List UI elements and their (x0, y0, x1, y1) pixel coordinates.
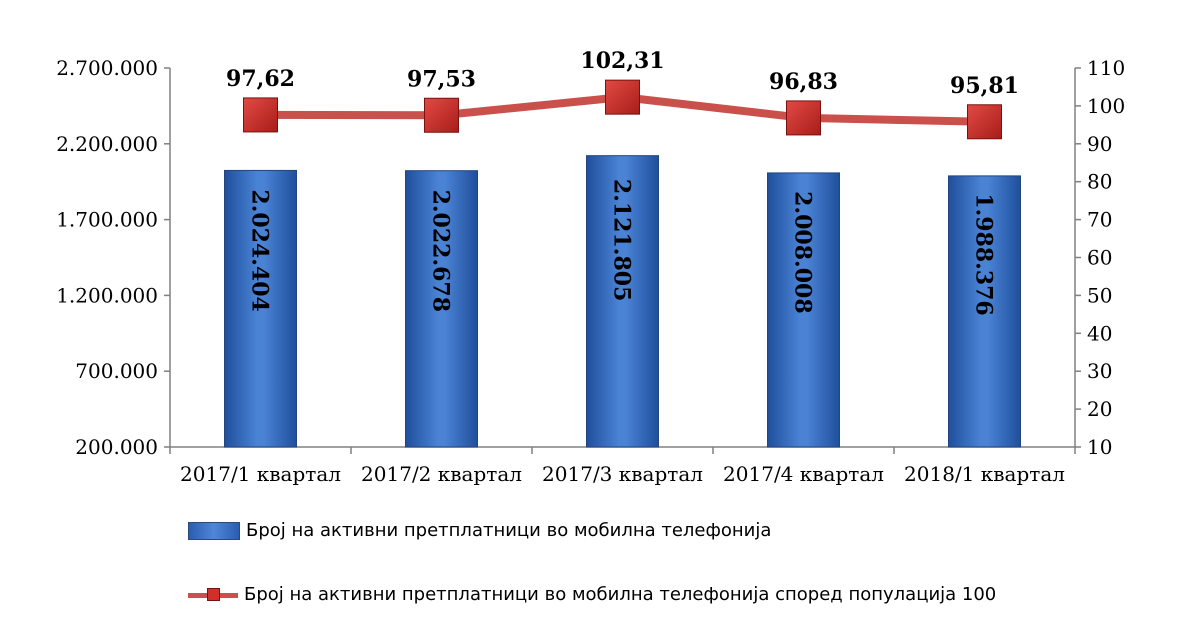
line-data-label: 97,62 (226, 66, 295, 92)
y-right-tick-label: 70 (1087, 208, 1112, 232)
line-data-label: 97,53 (407, 66, 476, 92)
axes: 200.000 700.000 1.200.000 1.700.000 2.200.00… (56, 56, 1125, 486)
bar (586, 155, 659, 448)
line-marker (424, 97, 459, 133)
line-marker (786, 100, 821, 136)
bar (948, 175, 1021, 448)
x-tick-label: 2017/1 квартал (180, 462, 341, 486)
line-data-label: 102,31 (580, 48, 664, 74)
y-right-tick-label: 80 (1087, 170, 1112, 194)
legend-bar-swatch (188, 521, 240, 540)
bar (224, 169, 297, 448)
y-right-tick-label: 20 (1087, 397, 1112, 421)
y-right-tick-label: 90 (1087, 132, 1112, 156)
chart: 200.000 700.000 1.200.000 1.700.000 2.200.00… (56, 48, 1125, 486)
line-series (243, 79, 1002, 140)
bar (767, 172, 840, 448)
legend-line-label: Број на активни претплатници во мобилна … (244, 584, 997, 605)
legend-line-swatch (188, 587, 238, 603)
y-left-tick-label: 2.200.000 (56, 132, 158, 156)
y-left-tick-label: 1.200.000 (56, 283, 158, 307)
y-right-tick-label: 110 (1087, 56, 1125, 80)
y-right-tick-label: 50 (1087, 283, 1112, 307)
line-marker (605, 79, 640, 115)
bar-data-label: 2.022.678 (428, 190, 454, 312)
legend-bar-label: Број на активни претплатници во мобилна … (246, 520, 772, 541)
y-left-tick-label: 700.000 (75, 359, 158, 383)
bar (405, 170, 478, 448)
line-marker (243, 97, 278, 133)
legend-item-line: Број на активни претплатници во мобилна … (188, 584, 996, 605)
bar-data-label: 2.024.404 (247, 189, 273, 311)
bar-data-label: 2.008.008 (790, 191, 816, 313)
x-tick-label: 2017/3 квартал (542, 462, 703, 486)
y-right-tick-label: 30 (1087, 359, 1112, 383)
bar-data-label: 2.121.805 (609, 179, 635, 301)
x-tick-label: 2017/4 квартал (723, 462, 884, 486)
y-right-tick-label: 10 (1087, 435, 1112, 459)
line-marker (967, 104, 1002, 140)
y-right-tick-label: 40 (1087, 321, 1112, 345)
data-labels: 2.024.404 2.022.678 2.121.805 2.008.008 1.98… (226, 48, 1019, 316)
y-left-tick-label: 200.000 (75, 435, 158, 459)
y-right-tick-label: 60 (1087, 246, 1112, 270)
y-left-tick-label: 1.700.000 (56, 208, 158, 232)
line-data-label: 95,81 (950, 73, 1019, 99)
bar-data-label: 1.988.376 (971, 193, 997, 315)
x-tick-label: 2017/2 квартал (361, 462, 522, 486)
y-left-tick-label: 2.700.000 (56, 56, 158, 80)
y-right-tick-label: 100 (1087, 94, 1125, 118)
legend-item-bars: Број на активни претплатници во мобилна … (188, 520, 771, 541)
line-data-label: 96,83 (769, 69, 838, 95)
bar-series (224, 155, 1021, 448)
x-tick-label: 2018/1 квартал (904, 462, 1065, 486)
